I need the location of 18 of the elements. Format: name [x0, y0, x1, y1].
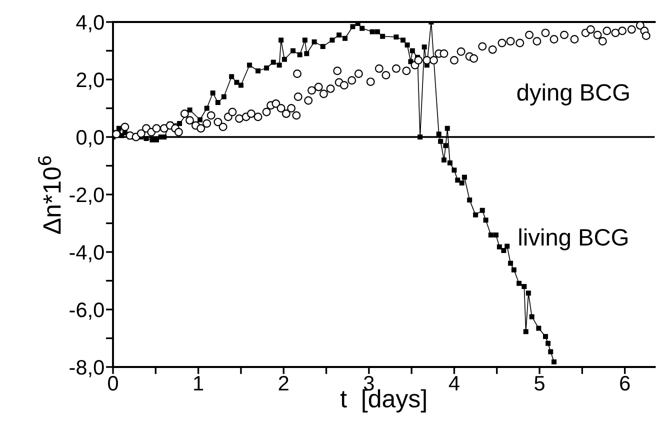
x-tick-label: 2: [278, 376, 288, 390]
y-tick-label: -6,0: [70, 302, 104, 320]
x-tick-label: 4: [448, 376, 460, 390]
x-tick-label: 3: [364, 376, 374, 391]
y-tick-label: -4,0: [70, 245, 104, 262]
series-label: living BCG: [519, 228, 628, 250]
series-label: dying BCG: [517, 83, 629, 106]
x-axis-title: t [days]: [340, 389, 426, 413]
y-tick-label: 2,0: [76, 72, 104, 90]
y-tick-label: -2,0: [70, 188, 104, 205]
y-tick-label: 0,0: [76, 130, 104, 148]
y-axis-title: Δn*10$^{6}$: [38, 156, 61, 234]
x-tick-label: 5: [534, 376, 544, 391]
x-tick-label: 1: [194, 376, 204, 390]
x-tick-label: 0: [108, 376, 118, 391]
x-tick-label: 6: [620, 376, 630, 391]
y-tick-label: 4,0: [76, 15, 104, 32]
y-tick-label: -8,0: [70, 360, 104, 378]
